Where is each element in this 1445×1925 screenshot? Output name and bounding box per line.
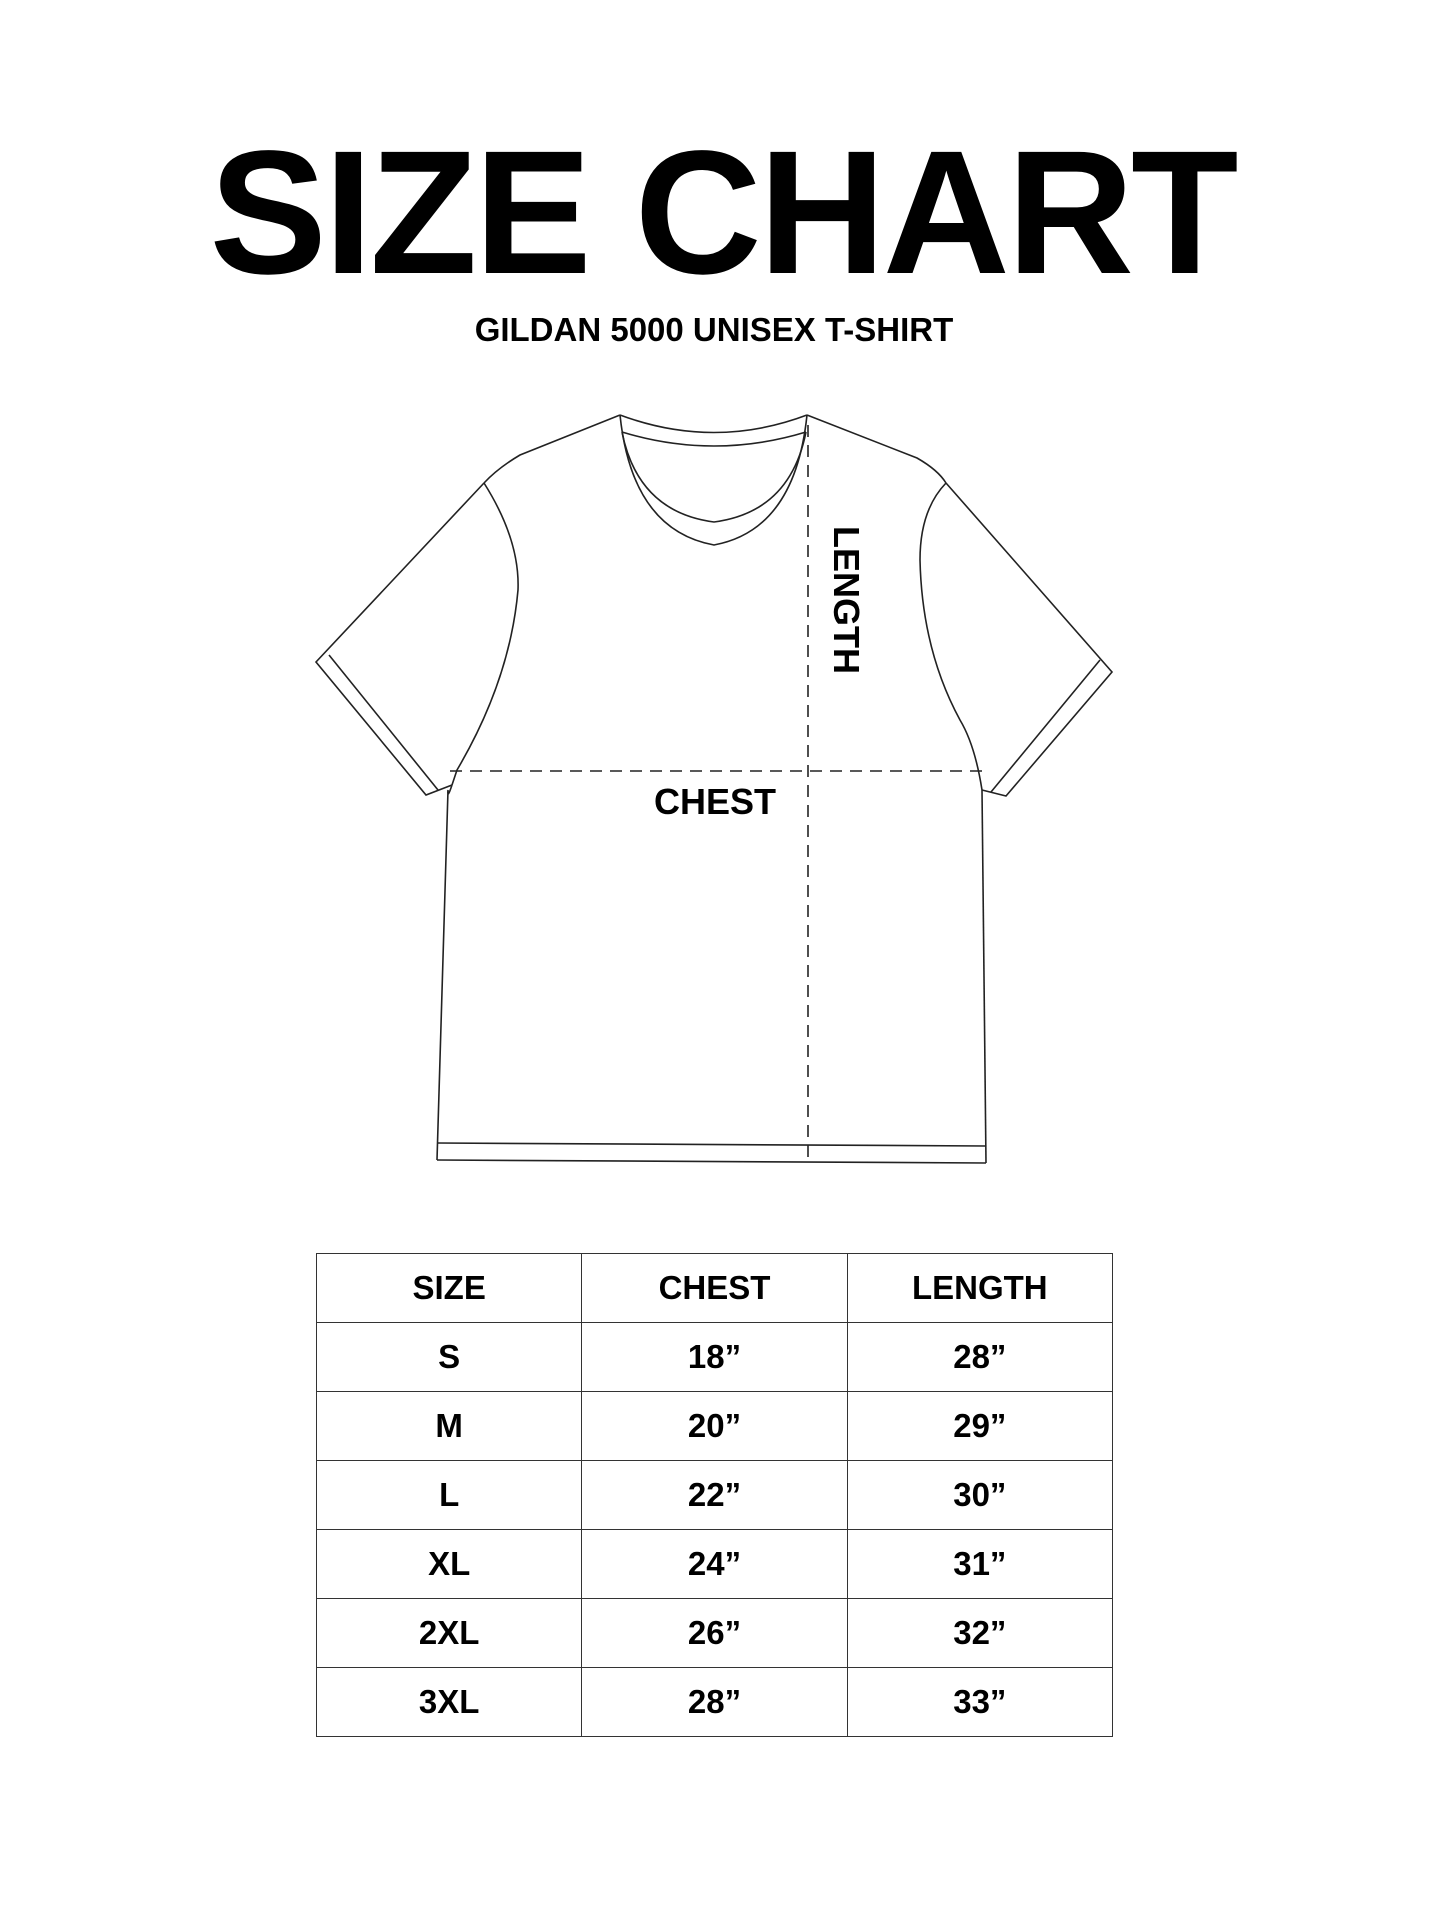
chest-label: CHEST <box>653 781 776 822</box>
right-armhole <box>919 482 983 791</box>
collar-inner <box>621 431 807 447</box>
right-shoulder <box>806 414 947 484</box>
header-length: LENGTH <box>846 1253 1114 1323</box>
right-sleeve <box>945 482 1114 797</box>
chest-cell: 22” <box>581 1460 848 1530</box>
product-subtitle: GILDAN 5000 UNISEX T-SHIRT <box>474 311 954 348</box>
size-cell: S <box>315 1322 583 1392</box>
length-cell: 30” <box>846 1460 1114 1530</box>
size-cell: L <box>315 1460 583 1530</box>
table-row: M 20” 29” <box>315 1391 1114 1461</box>
length-cell: 28” <box>846 1322 1114 1392</box>
left-armhole <box>451 482 519 786</box>
header-chest: CHEST <box>581 1253 848 1323</box>
table-row: 2XL 26” 32” <box>315 1598 1114 1668</box>
collar-outer <box>619 414 808 434</box>
size-cell: 2XL <box>315 1598 583 1668</box>
length-cell: 33” <box>846 1667 1114 1737</box>
size-cell: XL <box>315 1529 583 1599</box>
left-sleeve <box>314 482 485 796</box>
table-row: XL 24” 31” <box>315 1529 1114 1599</box>
length-cell: 29” <box>846 1391 1114 1461</box>
page-title: SIZE CHART <box>209 115 1239 311</box>
body-right-side <box>981 789 987 1164</box>
length-label: LENGTH <box>826 526 867 674</box>
length-cell: 32” <box>846 1598 1114 1668</box>
size-table: SIZE CHEST LENGTH S 18” 28” M 20” 29” L 22” 30… <box>315 1253 1114 1737</box>
neck-band <box>621 431 807 523</box>
chest-cell: 26” <box>581 1598 848 1668</box>
chest-cell: 24” <box>581 1529 848 1599</box>
body-left-side <box>436 784 453 1161</box>
table-header-row: SIZE CHEST LENGTH <box>315 1253 1114 1323</box>
table-row: S 18” 28” <box>315 1322 1114 1392</box>
chest-cell: 28” <box>581 1667 848 1737</box>
size-cell: 3XL <box>315 1667 583 1737</box>
hem <box>436 1142 987 1164</box>
left-shoulder <box>483 414 621 484</box>
table-row: 3XL 28” 33” <box>315 1667 1114 1737</box>
chest-cell: 20” <box>581 1391 848 1461</box>
neck-opening <box>619 414 808 546</box>
chest-cell: 18” <box>581 1322 848 1392</box>
header-size: SIZE <box>315 1253 583 1323</box>
size-cell: M <box>315 1391 583 1461</box>
length-cell: 31” <box>846 1529 1114 1599</box>
table-row: L 22” 30” <box>315 1460 1114 1530</box>
